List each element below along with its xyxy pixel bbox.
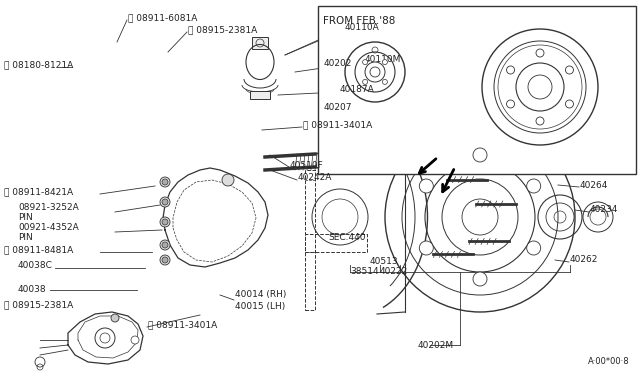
Circle shape xyxy=(527,241,541,255)
Circle shape xyxy=(162,179,168,185)
Circle shape xyxy=(160,197,170,207)
Text: 40110M: 40110M xyxy=(365,55,401,64)
Circle shape xyxy=(536,49,544,57)
FancyBboxPatch shape xyxy=(318,6,636,174)
Text: 40038: 40038 xyxy=(18,285,47,295)
Circle shape xyxy=(419,241,433,255)
Text: 40110A: 40110A xyxy=(345,23,380,32)
Text: Ⓝ 08911-3401A: Ⓝ 08911-3401A xyxy=(303,121,372,129)
Circle shape xyxy=(473,148,487,162)
Circle shape xyxy=(536,117,544,125)
Circle shape xyxy=(162,219,168,225)
Text: 40014 (RH): 40014 (RH) xyxy=(235,291,286,299)
Circle shape xyxy=(363,79,367,84)
Text: SEC.440: SEC.440 xyxy=(328,234,365,243)
Text: 40264: 40264 xyxy=(580,180,609,189)
Text: Ⓣ 08915-2381A: Ⓣ 08915-2381A xyxy=(188,26,257,35)
Text: PIN: PIN xyxy=(18,214,33,222)
FancyBboxPatch shape xyxy=(252,37,268,49)
Text: 08921-3252A: 08921-3252A xyxy=(18,203,79,212)
Circle shape xyxy=(222,174,234,186)
Text: 40038C: 40038C xyxy=(18,262,53,270)
Text: PIN: PIN xyxy=(18,234,33,243)
Circle shape xyxy=(566,100,573,108)
Text: Ⓝ 08911-8421A: Ⓝ 08911-8421A xyxy=(4,187,73,196)
Text: 40234: 40234 xyxy=(590,205,618,215)
Text: 40222: 40222 xyxy=(380,267,408,276)
Circle shape xyxy=(382,60,387,65)
Text: 40510F: 40510F xyxy=(290,160,324,170)
Text: 00921-4352A: 00921-4352A xyxy=(18,224,79,232)
Text: 40207: 40207 xyxy=(324,103,353,112)
Circle shape xyxy=(131,336,139,344)
Text: 38514: 38514 xyxy=(350,267,379,276)
Circle shape xyxy=(162,242,168,248)
Text: 40262: 40262 xyxy=(570,256,598,264)
Circle shape xyxy=(506,100,515,108)
Circle shape xyxy=(566,66,573,74)
FancyBboxPatch shape xyxy=(250,91,270,99)
Text: Ⓝ 08911-8481A: Ⓝ 08911-8481A xyxy=(4,246,73,254)
Circle shape xyxy=(527,179,541,193)
Text: Ⓑ 08180-8121A: Ⓑ 08180-8121A xyxy=(4,61,73,70)
Circle shape xyxy=(160,240,170,250)
Circle shape xyxy=(506,66,515,74)
Circle shape xyxy=(419,179,433,193)
Text: 40202M: 40202M xyxy=(418,340,454,350)
Text: A·00*00·8: A·00*00·8 xyxy=(588,357,630,366)
Text: Ⓝ 08911-6081A: Ⓝ 08911-6081A xyxy=(128,13,197,22)
Circle shape xyxy=(160,217,170,227)
Text: Ⓝ 08911-3401A: Ⓝ 08911-3401A xyxy=(148,321,217,330)
Circle shape xyxy=(382,79,387,84)
Text: 40015 (LH): 40015 (LH) xyxy=(235,302,285,311)
Circle shape xyxy=(162,257,168,263)
Text: 40242A: 40242A xyxy=(298,173,332,183)
Text: 40187A: 40187A xyxy=(340,86,375,94)
Circle shape xyxy=(473,272,487,286)
Text: Ⓣ 08915-2381A: Ⓣ 08915-2381A xyxy=(4,301,73,310)
Circle shape xyxy=(162,199,168,205)
Circle shape xyxy=(160,255,170,265)
Circle shape xyxy=(160,177,170,187)
Circle shape xyxy=(363,60,367,65)
Circle shape xyxy=(35,357,45,367)
Circle shape xyxy=(111,314,119,322)
Text: FROM FEB.'88: FROM FEB.'88 xyxy=(323,16,396,26)
Text: 40202: 40202 xyxy=(324,60,353,68)
Text: 40513: 40513 xyxy=(370,257,399,266)
